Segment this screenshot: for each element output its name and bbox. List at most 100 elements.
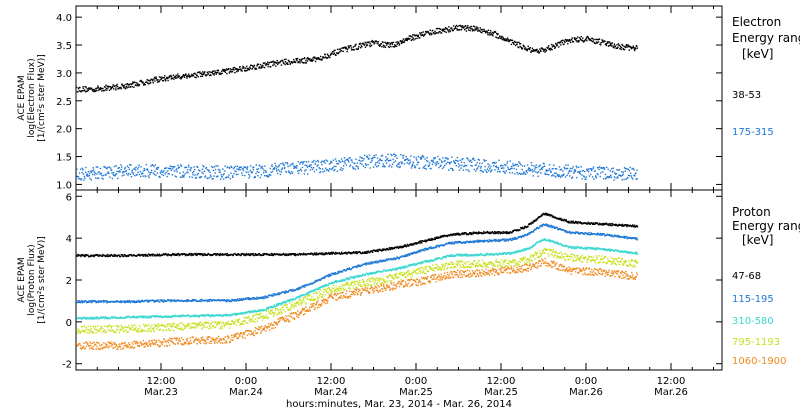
data-point (522, 235, 525, 238)
data-point (346, 47, 348, 50)
data-point (282, 253, 284, 256)
data-point (383, 46, 385, 48)
data-point (439, 237, 441, 239)
data-point (588, 234, 591, 236)
data-point (533, 229, 535, 231)
data-point (592, 223, 595, 225)
data-point (478, 241, 481, 243)
data-point (504, 238, 506, 240)
data-point (289, 165, 291, 167)
data-point (437, 237, 439, 239)
data-point (91, 170, 93, 172)
data-point (559, 217, 561, 220)
data-point (473, 159, 476, 161)
data-point (444, 157, 447, 159)
data-point (459, 241, 462, 243)
data-point (171, 316, 173, 318)
data-point (84, 318, 87, 320)
data-point (497, 33, 499, 35)
data-point (174, 314, 176, 316)
data-point (368, 263, 371, 265)
data-point (437, 155, 439, 158)
data-point (349, 252, 351, 254)
data-point (379, 248, 381, 251)
data-point (456, 29, 458, 31)
data-point (297, 254, 300, 256)
data-point (553, 226, 556, 228)
data-point (444, 28, 446, 30)
data-point (276, 59, 278, 62)
data-point (141, 173, 143, 175)
data-point (140, 166, 142, 168)
data-point (133, 316, 135, 319)
data-point (587, 233, 589, 235)
data-point (538, 52, 540, 54)
data-point (233, 173, 235, 175)
data-point (339, 271, 341, 273)
data-point (526, 49, 528, 52)
data-point (355, 252, 357, 255)
data-point (336, 48, 339, 51)
data-point (280, 60, 282, 62)
data-point (628, 170, 630, 172)
data-point (574, 38, 576, 40)
data-point (175, 315, 177, 318)
data-point (356, 252, 358, 255)
data-point (539, 49, 542, 52)
data-point (210, 165, 213, 168)
data-point (419, 242, 421, 244)
data-point (169, 75, 171, 78)
data-point (119, 301, 121, 304)
data-point (513, 164, 516, 167)
data-point (326, 160, 329, 162)
data-point (533, 165, 535, 167)
data-point (342, 50, 344, 53)
data-point (541, 168, 543, 171)
data-point (458, 29, 460, 31)
data-point (512, 163, 514, 165)
data-point (183, 174, 185, 176)
data-point (219, 314, 222, 316)
data-point (314, 253, 316, 256)
data-point (627, 174, 630, 176)
electron-series-label: 38-53 (732, 90, 761, 101)
data-point (212, 178, 214, 180)
data-point (597, 38, 599, 41)
data-point (389, 164, 391, 166)
data-point (567, 231, 570, 234)
data-point (127, 86, 129, 88)
data-point (189, 169, 192, 172)
data-point (238, 300, 240, 302)
data-point (388, 159, 391, 162)
data-point (348, 157, 350, 159)
data-point (506, 38, 508, 40)
data-point (337, 272, 340, 274)
data-point (182, 171, 185, 173)
data-point (478, 239, 480, 241)
data-point (123, 301, 125, 303)
data-point (90, 87, 93, 89)
data-point (285, 302, 288, 304)
data-point (303, 286, 305, 288)
data-point (298, 296, 301, 299)
data-point (121, 254, 123, 256)
data-point (389, 247, 391, 249)
data-point (254, 176, 256, 178)
data-point (636, 239, 639, 241)
data-point (99, 300, 102, 302)
data-point (227, 254, 229, 257)
data-point (501, 167, 503, 169)
data-point (605, 43, 607, 45)
data-point (370, 41, 372, 43)
data-point (289, 299, 292, 301)
data-point (507, 239, 509, 241)
data-point (341, 271, 344, 273)
data-point (126, 87, 128, 89)
data-point (370, 263, 372, 265)
data-point (480, 239, 482, 242)
data-point (261, 254, 264, 256)
data-point (283, 164, 285, 167)
data-point (170, 254, 172, 256)
data-point (275, 168, 278, 170)
data-point (528, 48, 531, 51)
